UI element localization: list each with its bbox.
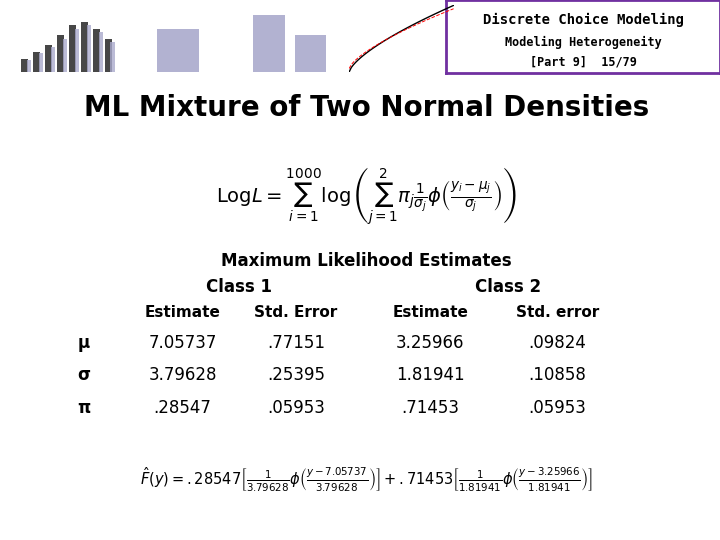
Bar xyxy=(104,39,112,72)
Bar xyxy=(86,25,91,72)
Bar xyxy=(33,52,40,72)
Bar xyxy=(45,45,53,72)
Text: Estimate: Estimate xyxy=(392,305,468,320)
Bar xyxy=(253,15,284,72)
Text: Std. error: Std. error xyxy=(516,305,599,320)
Bar xyxy=(99,32,103,72)
Text: 3.79628: 3.79628 xyxy=(148,366,217,384)
Bar xyxy=(110,42,114,72)
Text: [Part 9]  15/79: [Part 9] 15/79 xyxy=(530,56,636,69)
Text: .77151: .77151 xyxy=(267,334,325,352)
Text: σ: σ xyxy=(77,366,90,384)
Text: Discrete Choice Modeling: Discrete Choice Modeling xyxy=(482,14,684,28)
Text: 7.05737: 7.05737 xyxy=(148,334,217,352)
Text: $\hat{F}(y) = .28547\left[\frac{1}{3.79628}\phi\left(\frac{y-7.05737}{3.79628}\r: $\hat{F}(y) = .28547\left[\frac{1}{3.796… xyxy=(140,465,593,494)
Bar xyxy=(295,35,326,72)
Bar xyxy=(57,35,64,72)
Text: 1.81941: 1.81941 xyxy=(396,366,464,384)
Bar xyxy=(27,60,31,72)
Text: Class 1: Class 1 xyxy=(206,278,272,296)
Text: .05953: .05953 xyxy=(528,399,586,417)
Text: Maximum Likelihood Estimates: Maximum Likelihood Estimates xyxy=(221,252,512,271)
Text: $\mathrm{Log}L = \sum_{i=1}^{1000} \log\left(\sum_{j=1}^{2}\pi_j\frac{1}{\sigma_: $\mathrm{Log}L = \sum_{i=1}^{1000} \log\… xyxy=(216,166,517,227)
Text: .28547: .28547 xyxy=(153,399,212,417)
Bar xyxy=(21,58,29,72)
Text: π: π xyxy=(77,399,90,417)
Bar xyxy=(157,29,199,72)
Text: .10858: .10858 xyxy=(528,366,586,384)
Text: .05953: .05953 xyxy=(267,399,325,417)
Text: μ: μ xyxy=(78,334,90,352)
Bar xyxy=(51,46,55,72)
Text: ML Mixture of Two Normal Densities: ML Mixture of Two Normal Densities xyxy=(84,94,649,122)
Text: .71453: .71453 xyxy=(401,399,459,417)
Text: Class 2: Class 2 xyxy=(474,278,541,296)
Text: Modeling Heterogeneity: Modeling Heterogeneity xyxy=(505,36,662,49)
Text: Estimate: Estimate xyxy=(145,305,220,320)
Text: Std. Error: Std. Error xyxy=(254,305,338,320)
Bar xyxy=(75,29,78,72)
Bar xyxy=(93,29,100,72)
Text: 3.25966: 3.25966 xyxy=(396,334,464,352)
Text: .09824: .09824 xyxy=(528,334,586,352)
Bar xyxy=(39,53,43,72)
Bar xyxy=(69,25,76,72)
Bar xyxy=(81,22,88,72)
Text: .25395: .25395 xyxy=(267,366,325,384)
Bar xyxy=(63,39,67,72)
